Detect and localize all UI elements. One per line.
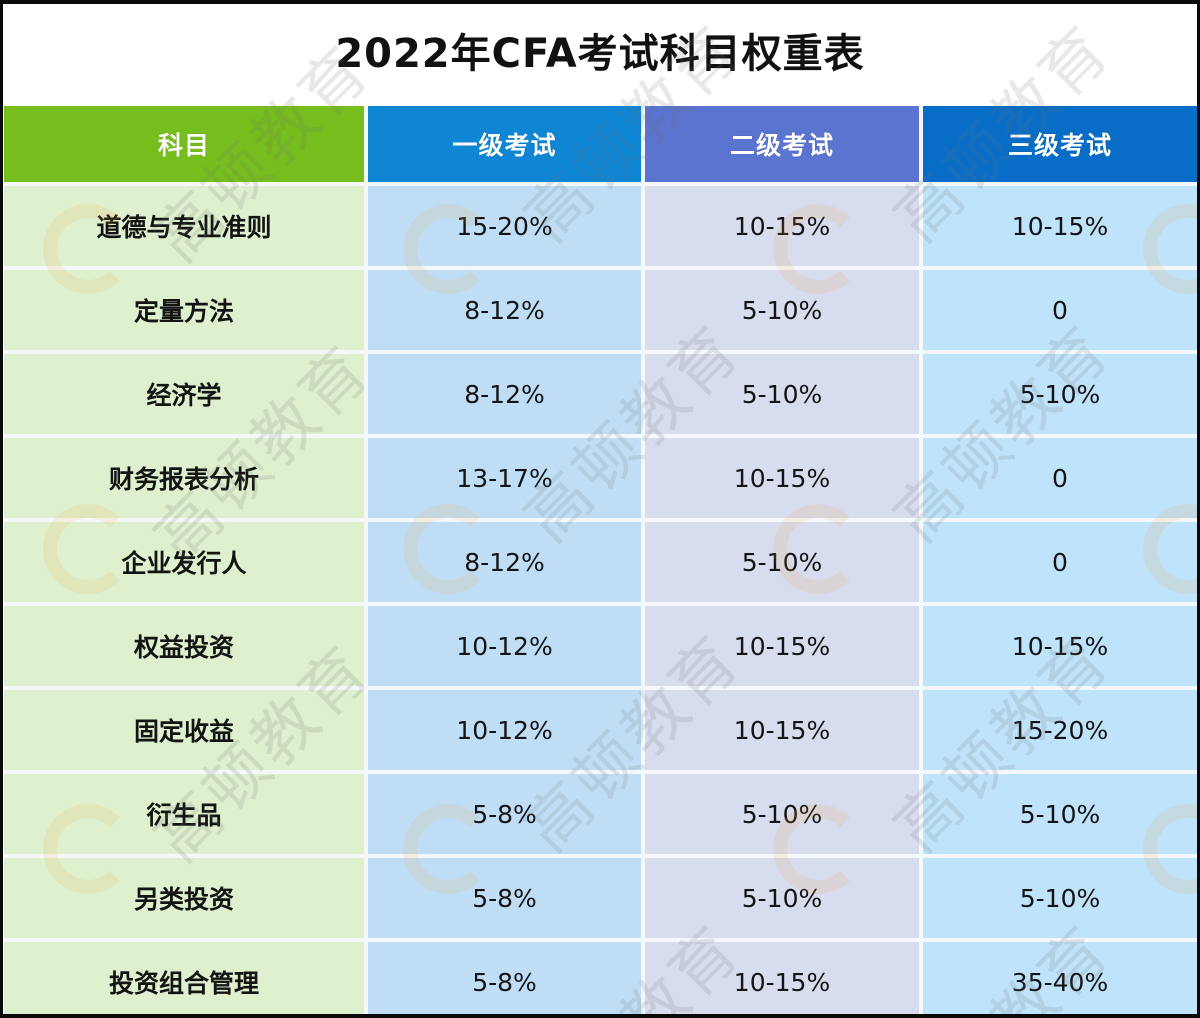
table-row-subject: 道德与专业准则 <box>4 186 364 266</box>
weight-table-document: 2022年CFA考试科目权重表 科目 一级考试 二级考试 三级考试 道德与专业准… <box>3 4 1197 1014</box>
table-cell-level-2: 5-10% <box>645 858 919 938</box>
table-row-subject: 定量方法 <box>4 270 364 350</box>
table-cell-level-2: 5-10% <box>645 270 919 350</box>
weight-table: 科目 一级考试 二级考试 三级考试 道德与专业准则 15-20% 10-15% … <box>4 106 1197 1014</box>
table-row-subject: 权益投资 <box>4 606 364 686</box>
table-cell-level-2: 10-15% <box>645 186 919 266</box>
table-cell-level-1: 10-12% <box>368 606 641 686</box>
table-row-subject: 固定收益 <box>4 690 364 770</box>
table-cell-level-1: 5-8% <box>368 774 641 854</box>
header-level-1: 一级考试 <box>368 106 641 182</box>
table-row-subject: 衍生品 <box>4 774 364 854</box>
table-row-subject: 财务报表分析 <box>4 438 364 518</box>
table-cell-level-1: 15-20% <box>368 186 641 266</box>
table-cell-level-1: 10-12% <box>368 690 641 770</box>
table-cell-level-1: 13-17% <box>368 438 641 518</box>
table-cell-level-3: 0 <box>923 270 1197 350</box>
header-level-3: 三级考试 <box>923 106 1197 182</box>
table-cell-level-3: 5-10% <box>923 858 1197 938</box>
table-cell-level-2: 10-15% <box>645 438 919 518</box>
table-cell-level-3: 5-10% <box>923 354 1197 434</box>
table-cell-level-3: 0 <box>923 522 1197 602</box>
table-cell-level-2: 5-10% <box>645 774 919 854</box>
table-row-subject: 投资组合管理 <box>4 942 364 1014</box>
table-cell-level-1: 5-8% <box>368 942 641 1014</box>
table-cell-level-2: 10-15% <box>645 606 919 686</box>
table-cell-level-2: 10-15% <box>645 942 919 1014</box>
table-row-subject: 另类投资 <box>4 858 364 938</box>
table-cell-level-2: 5-10% <box>645 522 919 602</box>
table-cell-level-1: 8-12% <box>368 522 641 602</box>
table-cell-level-3: 0 <box>923 438 1197 518</box>
header-level-2: 二级考试 <box>645 106 919 182</box>
table-cell-level-2: 10-15% <box>645 690 919 770</box>
table-cell-level-3: 15-20% <box>923 690 1197 770</box>
table-row-subject: 经济学 <box>4 354 364 434</box>
table-cell-level-3: 10-15% <box>923 606 1197 686</box>
header-subject: 科目 <box>4 106 364 182</box>
table-cell-level-1: 8-12% <box>368 354 641 434</box>
table-cell-level-3: 10-15% <box>923 186 1197 266</box>
table-cell-level-3: 35-40% <box>923 942 1197 1014</box>
table-cell-level-1: 8-12% <box>368 270 641 350</box>
table-cell-level-3: 5-10% <box>923 774 1197 854</box>
table-cell-level-2: 5-10% <box>645 354 919 434</box>
table-row-subject: 企业发行人 <box>4 522 364 602</box>
table-cell-level-1: 5-8% <box>368 858 641 938</box>
page-title: 2022年CFA考试科目权重表 <box>335 31 865 77</box>
